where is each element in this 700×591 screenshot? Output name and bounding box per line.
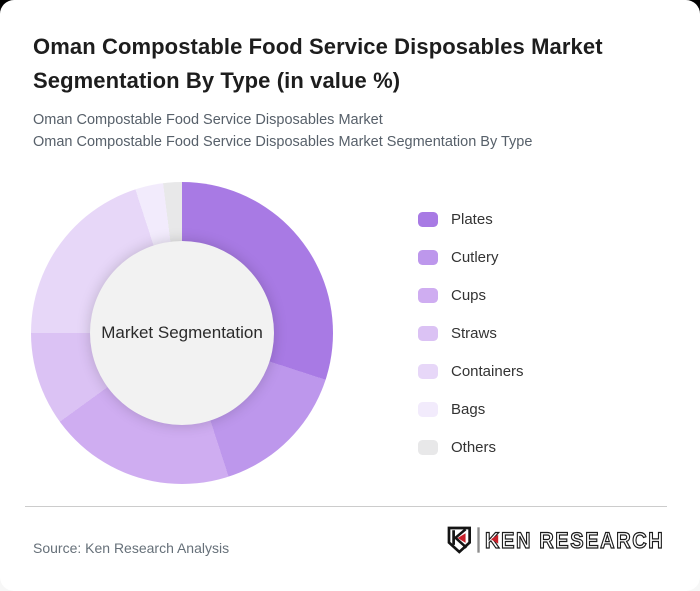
legend-swatch (418, 287, 438, 303)
legend-label: Cups (451, 286, 487, 304)
donut-hole: Market Segmentation (90, 241, 274, 425)
legend-swatch (418, 401, 438, 417)
subtitle-line-1: Oman Compostable Food Service Disposable… (33, 112, 383, 128)
brand-wordmark: KEN RESEARCH (485, 528, 664, 553)
legend-label: Others (451, 438, 497, 456)
logo-separator (477, 527, 480, 553)
legend-label: Plates (451, 210, 493, 228)
legend-label: Straws (451, 324, 497, 342)
legend-label: Cutlery (451, 248, 499, 266)
shield-k-icon (447, 526, 472, 554)
page-title: Oman Compostable Food Service Disposable… (33, 34, 603, 93)
legend-item-straws[interactable]: Straws (418, 314, 524, 352)
subtitle-line-2: Oman Compostable Food Service Disposable… (33, 134, 533, 150)
legend-swatch (418, 211, 438, 227)
footer-divider (25, 506, 667, 507)
legend-item-containers[interactable]: Containers (418, 352, 524, 390)
legend-item-others[interactable]: Others (418, 428, 524, 466)
source-text: Source: Ken Research Analysis (33, 540, 230, 556)
chart-legend: Plates Cutlery Cups Straws Containers Bags Oth… (418, 200, 524, 466)
chart-subtitle: Oman Compostable Food Service Disposable… (33, 109, 673, 153)
legend-label: Containers (451, 362, 524, 380)
legend-swatch (418, 363, 438, 379)
legend-swatch (418, 249, 438, 265)
logo-k-accent (490, 534, 499, 544)
legend-swatch (418, 325, 438, 341)
legend-item-plates[interactable]: Plates (418, 200, 524, 238)
donut-chart[interactable]: Market Segmentation (31, 182, 333, 484)
legend-item-bags[interactable]: Bags (418, 390, 524, 428)
legend-swatch (418, 439, 438, 455)
legend-label: Bags (451, 400, 486, 418)
ken-research-logo: KEN RESEARCH (447, 526, 664, 554)
legend-item-cups[interactable]: Cups (418, 276, 524, 314)
legend-item-cutlery[interactable]: Cutlery (418, 238, 524, 276)
donut-center-label: Market Segmentation (101, 323, 263, 342)
